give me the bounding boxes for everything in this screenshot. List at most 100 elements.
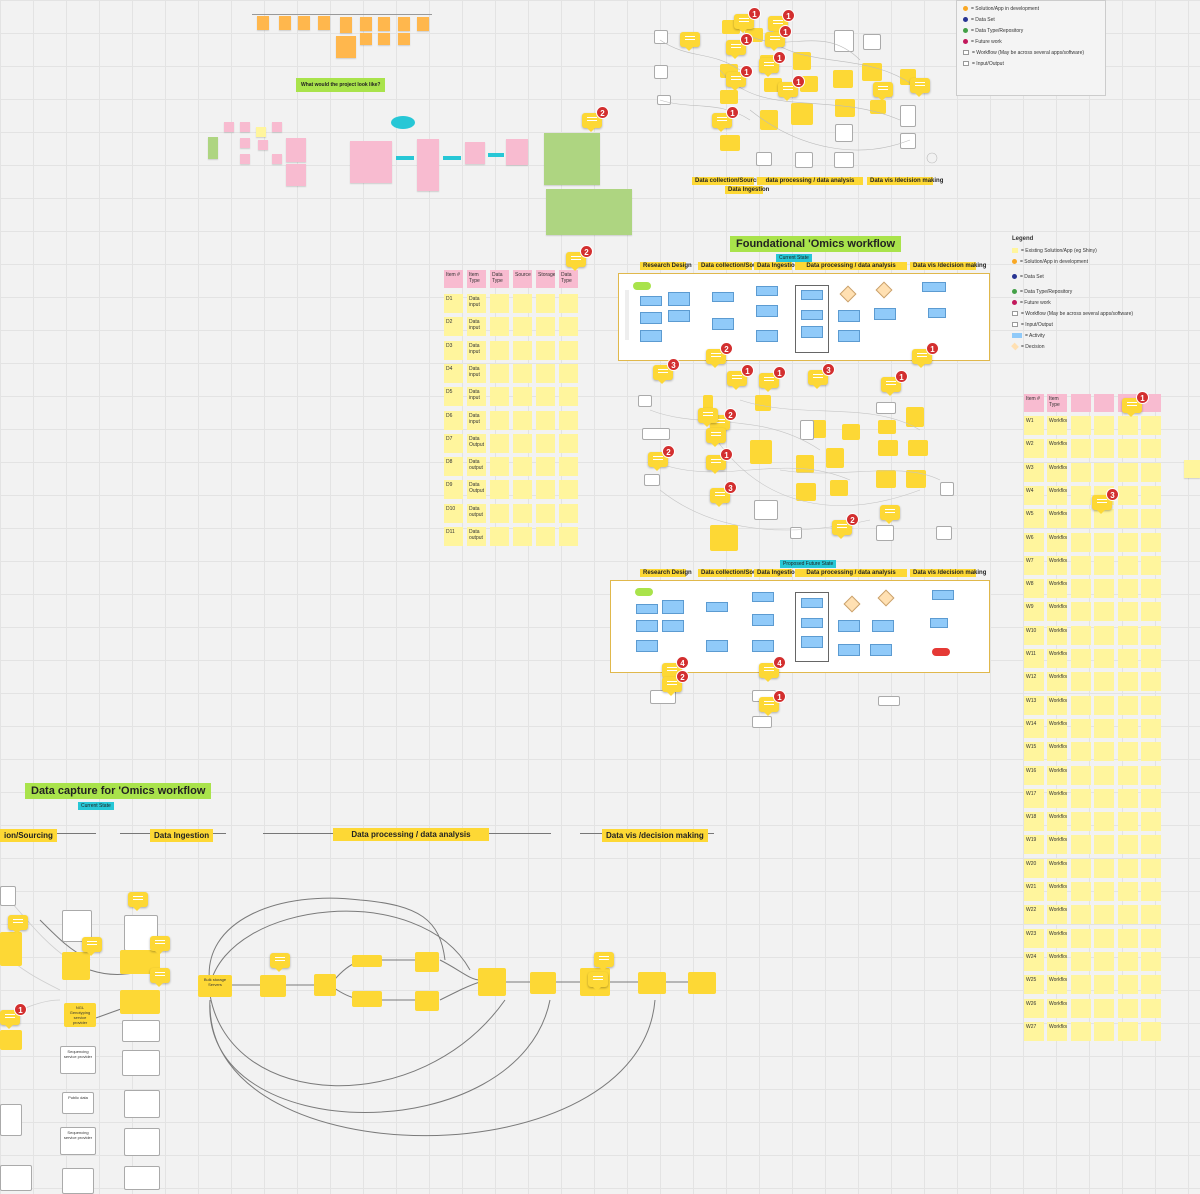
table-cell[interactable] [513, 457, 532, 477]
question-label[interactable]: What would the project look like? [296, 78, 386, 92]
table-cell[interactable] [1094, 835, 1114, 855]
table-cell[interactable] [1118, 998, 1138, 1018]
table-cell[interactable] [1071, 625, 1091, 645]
comment-icon[interactable]: 1 [727, 364, 754, 390]
item-type-cell[interactable]: Workflow [1047, 765, 1067, 785]
table-cell[interactable] [1141, 695, 1161, 715]
legend-top[interactable]: = Solution/App in development = Data Set… [956, 0, 1106, 96]
node[interactable] [710, 525, 738, 551]
activity-box[interactable] [922, 282, 946, 292]
group-box[interactable] [795, 285, 829, 353]
table-cell[interactable] [1071, 602, 1091, 622]
table-cell[interactable] [559, 527, 578, 546]
foundational-title[interactable]: Foundational 'Omics workflow [730, 236, 902, 252]
activity-box[interactable] [636, 620, 658, 632]
node[interactable] [0, 932, 22, 966]
comment-icon[interactable] [698, 408, 718, 427]
comment-icon[interactable]: 2 [648, 445, 675, 471]
table-cell[interactable] [1094, 1021, 1114, 1041]
table-cell[interactable] [1071, 812, 1091, 832]
activity-box[interactable] [801, 290, 823, 300]
comment-icon[interactable]: 1 [759, 366, 786, 392]
sticky-note[interactable] [378, 17, 390, 31]
node[interactable] [830, 480, 848, 496]
activity-box[interactable] [838, 330, 860, 342]
node[interactable] [800, 420, 814, 440]
item-id-cell[interactable]: W11 [1024, 649, 1044, 668]
activity-box[interactable] [838, 644, 860, 656]
table-cell[interactable] [1094, 951, 1114, 971]
item-type-cell[interactable]: Workflow [1047, 509, 1067, 529]
node[interactable] [795, 152, 813, 168]
node[interactable] [835, 99, 855, 117]
table-cell[interactable] [1071, 416, 1091, 435]
item-id-cell[interactable]: W8 [1024, 579, 1044, 599]
table-cell[interactable] [1118, 416, 1138, 435]
table-cell[interactable] [1118, 765, 1138, 785]
table-cell[interactable] [1141, 485, 1161, 505]
comment-icon[interactable] [8, 915, 28, 934]
item-id-cell[interactable]: D9 [444, 480, 463, 500]
item-id-cell[interactable]: W13 [1024, 695, 1044, 715]
table-cell[interactable] [559, 457, 578, 477]
table-cell[interactable] [1118, 555, 1138, 575]
activity-box[interactable] [640, 330, 662, 342]
table-cell[interactable] [1141, 625, 1161, 645]
comment-icon[interactable]: 1 [712, 106, 739, 132]
node[interactable] [124, 1090, 160, 1118]
table-cell[interactable] [536, 387, 555, 407]
table-cell[interactable] [1071, 928, 1091, 948]
node[interactable] [764, 78, 782, 92]
table-cell[interactable] [513, 294, 532, 313]
sticky-note[interactable] [417, 139, 439, 191]
sticky-note[interactable] [208, 137, 218, 159]
comment-icon[interactable]: 1 [881, 370, 908, 396]
node[interactable] [654, 30, 668, 44]
node[interactable] [0, 1165, 32, 1191]
table-cell[interactable] [559, 433, 578, 453]
item-type-cell[interactable]: Data output [467, 457, 486, 477]
node[interactable] [642, 428, 670, 440]
item-id-cell[interactable]: D3 [444, 340, 463, 360]
group-box[interactable] [795, 592, 829, 662]
comment-icon[interactable]: 4 [759, 656, 786, 682]
node[interactable] [876, 470, 896, 488]
item-id-cell[interactable]: W25 [1024, 975, 1044, 995]
table-cell[interactable] [1071, 532, 1091, 552]
activity-box[interactable] [712, 292, 734, 302]
node[interactable] [906, 407, 924, 427]
table-cell[interactable] [1118, 579, 1138, 599]
item-id-cell[interactable]: W12 [1024, 672, 1044, 692]
sticky-note[interactable] [465, 142, 485, 164]
table-cell[interactable] [559, 410, 578, 430]
sticky-note[interactable] [272, 122, 282, 132]
item-type-cell[interactable]: Workflow [1047, 649, 1067, 668]
comment-icon[interactable]: 1 [706, 448, 733, 474]
start-oval[interactable] [633, 282, 651, 290]
activity-box[interactable] [662, 600, 684, 614]
sticky-note[interactable] [240, 122, 250, 132]
table-cell[interactable] [536, 294, 555, 313]
item-id-cell[interactable]: W20 [1024, 858, 1044, 878]
table-cell[interactable] [1141, 835, 1161, 855]
table-cell[interactable] [1118, 672, 1138, 692]
table-cell[interactable] [1071, 951, 1091, 971]
table-cell[interactable] [1071, 439, 1091, 459]
activity-box[interactable] [756, 286, 778, 296]
comment-icon[interactable]: 1 [778, 75, 805, 101]
table-cell[interactable] [1071, 718, 1091, 738]
table-cell[interactable] [1071, 742, 1091, 762]
sticky-note[interactable] [350, 141, 392, 183]
table-cell[interactable] [513, 387, 532, 407]
item-type-cell[interactable]: Workflow [1047, 579, 1067, 599]
table-cell[interactable] [1071, 788, 1091, 808]
table-cell[interactable] [1141, 951, 1161, 971]
sticky-note[interactable] [360, 17, 372, 31]
node[interactable] [314, 974, 336, 996]
table-cell[interactable] [1071, 462, 1091, 482]
item-id-cell[interactable]: W21 [1024, 882, 1044, 901]
node[interactable] [0, 886, 16, 906]
sticky-note[interactable] [360, 33, 372, 45]
comment-icon[interactable] [128, 892, 148, 911]
item-id-cell[interactable]: W19 [1024, 835, 1044, 855]
